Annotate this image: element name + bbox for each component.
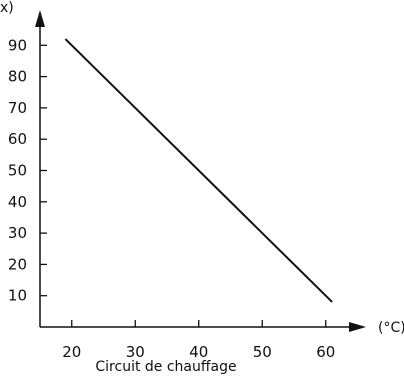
y-tick-label: 50 bbox=[8, 162, 27, 180]
x-axis-title: Circuit de chauffage bbox=[95, 359, 236, 375]
y-tick-label: 20 bbox=[8, 255, 27, 273]
y-tick-label: 10 bbox=[8, 287, 27, 305]
y-tick-label: 80 bbox=[8, 68, 27, 86]
x-tick-label: 60 bbox=[316, 343, 335, 361]
x-tick-label: 50 bbox=[253, 343, 272, 361]
series-line bbox=[64, 38, 333, 303]
y-tick-label: 90 bbox=[8, 36, 27, 54]
x-axis-arrow-icon bbox=[349, 322, 366, 332]
y-tick-label: 70 bbox=[8, 99, 27, 117]
y-tick-label: 30 bbox=[8, 224, 27, 242]
y-tick-label: 40 bbox=[8, 193, 27, 211]
series-group bbox=[64, 38, 333, 303]
y-axis-title: x) bbox=[0, 0, 14, 16]
y-tick-label: 60 bbox=[8, 130, 27, 148]
x-tick-label: 40 bbox=[189, 343, 208, 361]
x-axis-unit: (°C) bbox=[378, 320, 404, 336]
tick-group: 20 30 40 50 60 10 20 30 40 50 60 70 80 90 bbox=[8, 36, 335, 361]
x-tick-label: 30 bbox=[126, 343, 145, 361]
x-tick-label: 20 bbox=[62, 343, 81, 361]
y-axis-arrow-icon bbox=[35, 10, 45, 27]
